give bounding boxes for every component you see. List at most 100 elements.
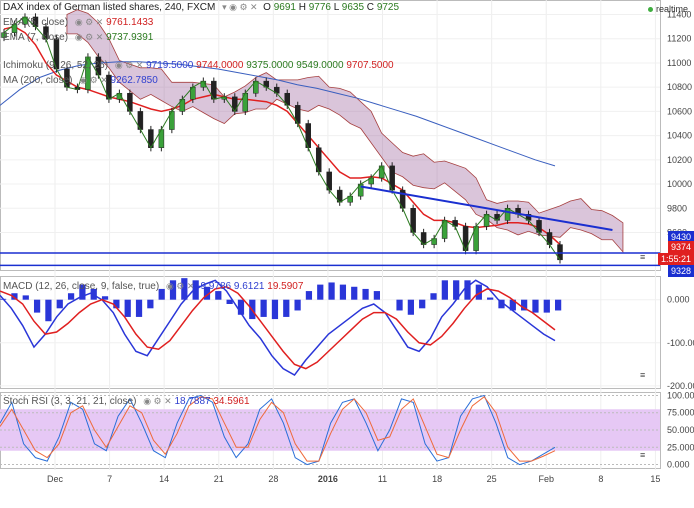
pane-menu-icon[interactable]: ≡	[640, 450, 645, 460]
y-tick-label: 10200	[667, 155, 692, 165]
ma200-line	[0, 61, 556, 167]
macd-series-signal	[0, 285, 556, 370]
price-tag-last: 9374	[667, 241, 694, 253]
stoch-v2: 34.5961	[213, 396, 250, 407]
x-tick-label: 18	[432, 474, 442, 484]
ichimoku-v5: 9707.5000	[346, 60, 394, 71]
legend-icons[interactable]: ◉ ⚙ ✕	[74, 32, 104, 42]
x-tick-label: Feb	[538, 474, 554, 484]
ema5-legend[interactable]: EMA (5, close) ◉ ⚙ ✕ 9761.1433	[3, 17, 153, 28]
macd-histogram-bar	[215, 291, 222, 300]
symbol-header[interactable]: DAX index of German listed shares, 240, …	[3, 2, 399, 13]
price-tag-label: 9328	[670, 266, 691, 276]
macd-histogram-bar	[475, 284, 482, 300]
y-tick-label: 11400	[667, 10, 691, 20]
macd-histogram-bar	[532, 299, 539, 313]
y-tick-label: 10800	[667, 82, 692, 92]
y-tick-label: 10000	[667, 179, 692, 189]
macd-legend[interactable]: MACD (12, 26, close, 9, false, true) ◉ ⚙…	[3, 281, 303, 292]
y-tick-label: 11200	[667, 34, 691, 44]
macd-tick-label: 0.000	[667, 295, 690, 305]
macd-histogram-bar	[169, 280, 177, 300]
ma200-value: 9262.7850	[110, 75, 158, 86]
macd-histogram-bar	[487, 297, 494, 300]
macd-histogram-bar	[79, 284, 86, 300]
macd-histogram-bar	[237, 299, 245, 315]
legend-icons[interactable]: ◉ ⚙ ✕	[79, 75, 108, 85]
macd-histogram-bar	[339, 284, 347, 300]
price-tag-label: 1:55:21	[660, 254, 691, 264]
stoch-tick-label: 25.000	[667, 442, 694, 452]
ema5-label: EMA (5, close)	[3, 17, 69, 28]
x-tick-label: 8	[598, 474, 603, 484]
macd-histogram-bar	[181, 278, 188, 300]
macd-histogram-bar	[113, 299, 120, 309]
macd-label: MACD (12, 26, close, 9, false, true)	[3, 281, 160, 292]
ichimoku-legend[interactable]: Ichimoku (9, 26, 52, 26) ◉ ⚙ ✕ 9719.5000…	[3, 60, 394, 71]
ichimoku-v2: 9744.0000	[196, 60, 244, 71]
ohlc-low: 9635	[341, 2, 365, 13]
ema5-value: 9761.1433	[106, 17, 154, 28]
macd-tick-label: -200.000	[667, 381, 694, 391]
stoch-tick-label: 50.000	[667, 425, 694, 435]
legend-icons[interactable]: ◉ ⚙ ✕	[165, 281, 195, 291]
macd-histogram-bar	[464, 280, 471, 300]
ohlc-open: 9691	[273, 2, 296, 13]
legend-icons[interactable]: ◉ ⚙ ✕	[114, 60, 144, 70]
stoch-tick-label: 75.000	[667, 408, 694, 418]
price-tag-label: 9374	[670, 242, 691, 252]
macd-histogram-bar	[260, 299, 267, 317]
price-tag-upper-support: 9430	[667, 231, 694, 243]
ichimoku-label: Ichimoku (9, 26, 52, 26)	[3, 60, 109, 71]
macd-histogram-bar	[158, 288, 165, 300]
ohlc-h-label: H	[298, 2, 306, 13]
macd-histogram-bar	[453, 280, 460, 300]
macd-v3: 19.5907	[267, 281, 304, 292]
legend-icons[interactable]: ◉ ⚙ ✕	[74, 17, 104, 27]
trendline	[360, 185, 613, 232]
stoch-label: Stoch RSI (3, 3, 21, 21, close)	[3, 396, 137, 407]
pane-menu-icon[interactable]: ≡	[640, 252, 645, 262]
realtime-dot-icon	[647, 7, 653, 13]
x-tick-label: 21	[214, 474, 224, 484]
ohlc-close: 9725	[376, 2, 400, 13]
legend-icons[interactable]: ◉ ⚙ ✕	[143, 396, 172, 406]
macd-histogram-bar	[396, 299, 403, 311]
ma200-legend[interactable]: MA (200, close) ◉ ⚙ ✕ 9262.7850	[3, 75, 158, 86]
ohlc-high: 9776	[308, 2, 331, 13]
ema7-legend[interactable]: EMA (7, close) ◉ ⚙ ✕ 9737.9391	[3, 32, 153, 43]
realtime-label: realtime	[655, 4, 688, 14]
macd-histogram-bar	[283, 299, 290, 317]
macd-v1: -9.9786	[197, 281, 232, 292]
symbol-title: DAX index of German listed shares, 240, …	[3, 2, 216, 13]
macd-v2: 9.6121	[233, 281, 265, 292]
settings-icons[interactable]: ▾ ◉ ⚙ ✕	[222, 2, 258, 12]
realtime-indicator: realtime	[647, 4, 688, 14]
price-tag-lower-support: 9328	[667, 265, 694, 277]
stoch-series-d	[0, 396, 556, 462]
y-tick-label: 9800	[667, 203, 687, 213]
macd-histogram-bar	[498, 299, 505, 309]
macd-histogram-bar	[271, 299, 279, 320]
stoch-legend[interactable]: Stoch RSI (3, 3, 21, 21, close) ◉ ⚙ ✕ 18…	[3, 396, 250, 407]
price-tag-label: 9430	[670, 232, 691, 242]
macd-histogram-bar	[22, 295, 29, 300]
stoch-v1: 18.7887	[174, 396, 211, 407]
x-tick-label: Dec	[47, 474, 64, 484]
macd-series-macd	[0, 279, 556, 377]
macd-histogram-bar	[441, 280, 448, 300]
x-tick-label: 28	[268, 474, 278, 484]
pane-menu-icon[interactable]: ≡	[640, 370, 645, 380]
y-tick-label: 11000	[667, 58, 691, 68]
x-tick-label: 14	[159, 474, 169, 484]
macd-histogram-bar	[543, 299, 550, 313]
ohlc-c-label: C	[366, 2, 375, 13]
x-tick-label: 11	[378, 474, 387, 484]
macd-histogram-bar	[328, 282, 335, 300]
stoch-tick-label: 100.000	[667, 390, 694, 400]
x-tick-label: 25	[487, 474, 497, 484]
macd-histogram-bar	[419, 299, 426, 309]
macd-histogram-bar	[203, 286, 211, 300]
x-tick-label: 15	[650, 474, 660, 484]
